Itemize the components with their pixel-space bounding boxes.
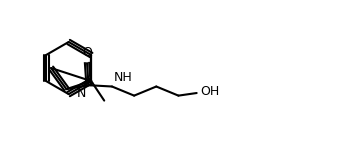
Text: NH: NH [114, 71, 132, 84]
Text: N: N [76, 87, 86, 100]
Text: O: O [82, 46, 92, 59]
Text: OH: OH [200, 85, 219, 98]
